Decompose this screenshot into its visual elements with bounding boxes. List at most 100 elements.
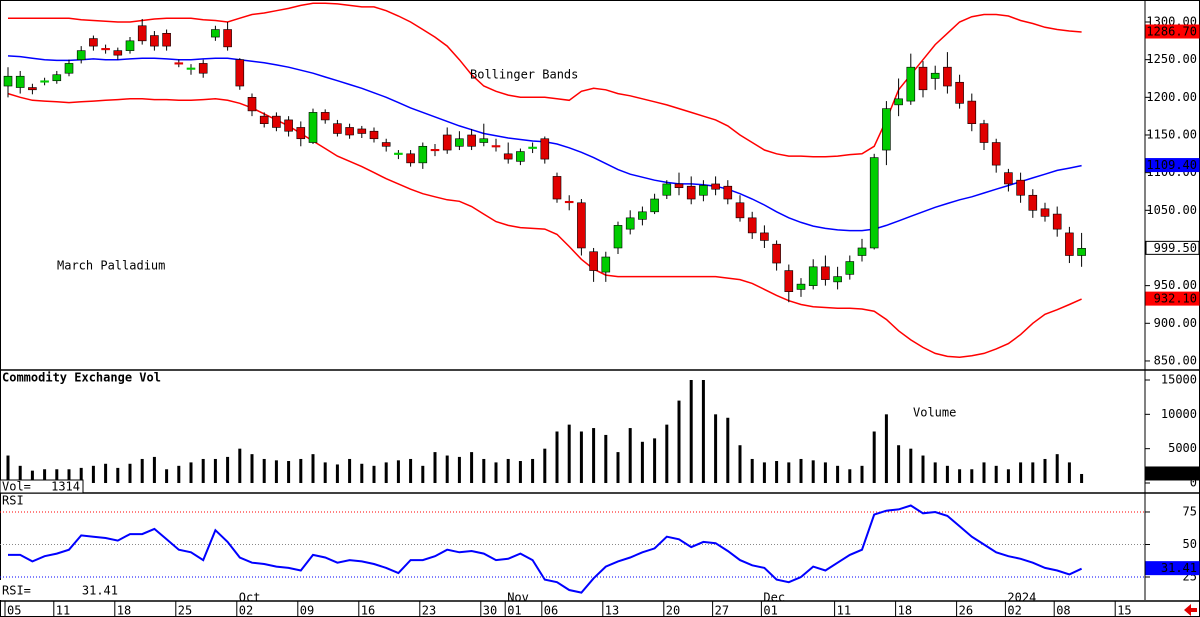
candle-body xyxy=(247,97,257,112)
volume-bar xyxy=(140,458,144,484)
y-tick-label: 1200.00 xyxy=(1146,90,1197,104)
candle-body xyxy=(930,72,940,79)
volume-bar xyxy=(823,462,827,484)
y-tick-label: 950.00 xyxy=(1154,278,1197,292)
volume-bar xyxy=(165,469,169,484)
value-box xyxy=(1145,158,1200,173)
candle-body xyxy=(638,211,647,220)
candle-body xyxy=(589,251,598,271)
volume-bar xyxy=(43,469,47,484)
candle-body xyxy=(479,138,489,143)
candle-body xyxy=(15,75,25,88)
volume-bar xyxy=(177,465,181,484)
candle-body xyxy=(235,59,245,87)
candle-body xyxy=(979,123,989,143)
y-tick-label: 75 xyxy=(1183,504,1197,518)
value-box-label: 31.41 xyxy=(1161,561,1197,575)
volume-bar xyxy=(750,458,754,484)
candle-body xyxy=(211,29,220,38)
y-tick-label: 15000 xyxy=(1161,372,1197,386)
volume-bar xyxy=(67,469,71,484)
candle-body xyxy=(1016,179,1025,196)
x-tick-label: 18 xyxy=(117,604,131,617)
candle-body xyxy=(650,198,659,213)
value-box-label: 1314 xyxy=(1168,466,1197,480)
panel-title: Commodity Exchange Vol xyxy=(2,371,161,385)
volume-bar xyxy=(982,462,986,484)
y-tick-label: 850.00 xyxy=(1154,353,1197,367)
readout-box xyxy=(0,479,84,494)
candle-body xyxy=(1028,194,1038,211)
candle-body xyxy=(28,87,37,91)
volume-bar xyxy=(799,458,803,484)
volume-bar xyxy=(299,458,303,484)
volume-bar xyxy=(677,400,681,484)
x-tick-label: 06 xyxy=(544,604,558,617)
volume-bar xyxy=(287,461,291,484)
volume-bar xyxy=(701,379,705,484)
volume-bar xyxy=(116,467,120,484)
volume-bar xyxy=(555,431,559,484)
candle-body xyxy=(223,29,232,48)
volume-bar xyxy=(128,463,132,484)
candle-body xyxy=(564,200,574,204)
volume-bar xyxy=(1031,462,1035,484)
volume-bar xyxy=(848,469,852,484)
volume-bar xyxy=(714,414,718,484)
y-tick-label: 0 xyxy=(1190,476,1197,490)
volume-bar xyxy=(1080,473,1084,484)
band-line xyxy=(8,2,1082,158)
band-line xyxy=(7,92,1082,358)
volume-bar xyxy=(579,431,583,484)
volume-bar xyxy=(884,414,888,484)
candle-body xyxy=(735,202,745,219)
candle-body xyxy=(3,75,13,87)
candle-body xyxy=(418,145,428,164)
x-tick-label: 26 xyxy=(959,604,973,617)
value-box-label: 1109.40 xyxy=(1146,158,1197,172)
volume-bar xyxy=(945,465,949,484)
candle-body xyxy=(772,243,781,264)
value-box xyxy=(1145,240,1200,255)
candle-body xyxy=(857,247,867,256)
candle-body xyxy=(369,130,379,140)
value-box xyxy=(1145,561,1200,576)
candle-body xyxy=(259,115,269,124)
x-tick-label: 15 xyxy=(1117,604,1131,617)
volume-bar xyxy=(592,428,596,484)
volume-bar xyxy=(811,460,815,484)
volume-bar xyxy=(909,448,913,484)
volume-bar xyxy=(55,469,59,484)
scroll-arrow[interactable] xyxy=(1184,604,1197,616)
volume-bar xyxy=(689,379,693,484)
x-tick-label: 08 xyxy=(1056,604,1070,617)
volume-bar xyxy=(494,462,498,484)
volume-bar xyxy=(104,463,108,484)
annotation: Bollinger Bands xyxy=(470,68,578,82)
candle-body xyxy=(162,32,171,47)
candle-body xyxy=(284,119,293,132)
volume-bar xyxy=(323,462,327,484)
volume-bar xyxy=(1019,462,1023,484)
candle-body xyxy=(357,128,367,134)
candle-body xyxy=(467,134,476,147)
value-box xyxy=(1145,466,1200,481)
candle-body xyxy=(613,225,623,249)
volume-bar xyxy=(250,454,254,484)
x-tick-label: 23 xyxy=(422,604,436,617)
candle-body xyxy=(662,183,672,196)
candle-body xyxy=(833,276,842,283)
volume-bar xyxy=(958,469,962,484)
candle-body xyxy=(808,266,818,286)
volume-bar xyxy=(994,465,998,484)
candle-body xyxy=(516,151,525,162)
candle-body xyxy=(747,217,757,234)
candle-body xyxy=(577,202,586,249)
rsi-line xyxy=(8,504,1083,594)
candle-body xyxy=(101,48,110,51)
x-tick-label: 02 xyxy=(239,604,253,617)
volume-bar xyxy=(836,465,840,484)
x-tick-label: 01 xyxy=(507,604,521,617)
